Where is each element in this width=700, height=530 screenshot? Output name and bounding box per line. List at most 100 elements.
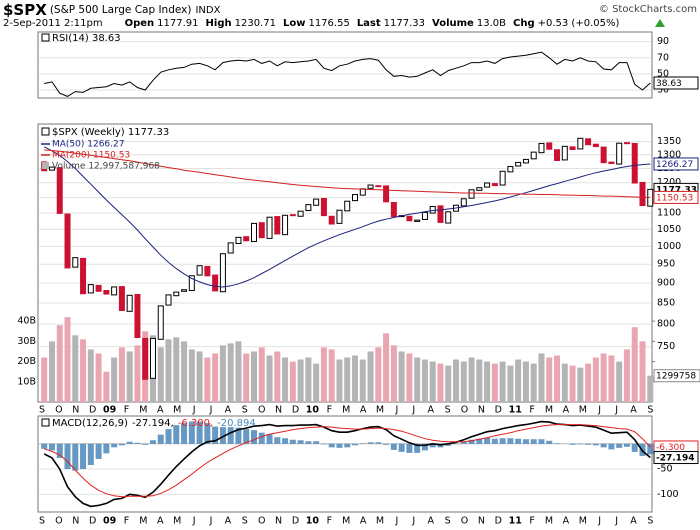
- x-tick-label: N: [478, 516, 485, 527]
- x-tick-label: J: [192, 405, 196, 416]
- candle: [336, 209, 343, 224]
- candle: [546, 142, 553, 150]
- histogram-bar: [274, 437, 281, 444]
- candle: [367, 184, 374, 189]
- x-tick-label: J: [597, 516, 601, 527]
- y-tick-label: 50: [657, 68, 669, 79]
- candle: [103, 290, 110, 295]
- y-tick-label: 850: [657, 298, 675, 309]
- macd-legend: MACD(12,26,9) -27.194, -6.300, -20.894: [52, 418, 256, 429]
- value-tag-box: [653, 190, 699, 204]
- volume-bar: [266, 355, 273, 402]
- x-tick-label: A: [563, 516, 570, 527]
- x-tick-label: F: [529, 516, 534, 527]
- histogram-bar: [585, 443, 592, 445]
- quote-value: 1177.33: [384, 18, 425, 29]
- histogram-bar: [383, 443, 390, 445]
- x-tick-label: A: [630, 516, 637, 527]
- candle: [577, 137, 584, 150]
- quote-label: High: [206, 18, 232, 29]
- value-tag-box: [653, 451, 699, 465]
- histogram-bar: [546, 440, 553, 444]
- y-tick-label: 1050: [657, 224, 681, 235]
- x-tick-label: A: [630, 405, 637, 416]
- volume-bar: [647, 375, 654, 402]
- volume-bar: [235, 341, 242, 402]
- histogram-bar: [48, 443, 55, 451]
- y-tick-label: 1300: [657, 149, 681, 160]
- candle: [274, 216, 281, 235]
- quote-label: Volume: [432, 18, 474, 29]
- histogram-bar: [289, 439, 296, 444]
- candle: [305, 204, 312, 212]
- histogram-bar: [103, 443, 110, 454]
- candle: [623, 142, 630, 145]
- histogram-bar: [336, 443, 343, 448]
- histogram-bar: [266, 434, 273, 444]
- volume-bar: [577, 367, 584, 402]
- legend-icon: [41, 127, 50, 136]
- volume-bar: [499, 361, 506, 402]
- quote-value: 1230.71: [235, 18, 276, 29]
- candle: [282, 214, 289, 236]
- quote-line: 2-Sep-2011 2:11pm Open 1177.91 High 1230.71 L…: [3, 18, 619, 29]
- candle: [484, 182, 491, 188]
- x-tick-label: S: [445, 516, 451, 527]
- histogram-bar: [608, 443, 615, 450]
- histogram-bar: [445, 443, 452, 446]
- histogram-bar: [250, 430, 257, 444]
- histogram-bar: [142, 443, 149, 445]
- histogram-bar: [522, 439, 529, 444]
- candle: [118, 286, 125, 311]
- volume-bar: [95, 353, 102, 402]
- volume-bar: [344, 357, 351, 402]
- histogram-bar: [181, 423, 188, 444]
- histogram-bar: [476, 438, 483, 444]
- volume-bar: [561, 363, 568, 402]
- candle: [266, 216, 273, 239]
- histogram-bar: [235, 427, 242, 444]
- volume-bar: [421, 359, 428, 402]
- x-tick-label: A: [360, 516, 367, 527]
- histogram-bar: [499, 438, 506, 444]
- candle: [421, 211, 428, 220]
- y-tick-label: 30: [657, 84, 669, 95]
- value-tag: 1150.53: [656, 193, 693, 203]
- x-tick-label: 10: [306, 516, 320, 527]
- volume-bar: [359, 359, 366, 402]
- volume-bar: [608, 355, 615, 402]
- y-tick-label: -50: [657, 464, 673, 475]
- x-tick-label: O: [461, 405, 468, 416]
- volume-bar: [87, 349, 94, 402]
- volume-bar: [631, 327, 638, 402]
- value-tag: 1299758: [656, 372, 696, 382]
- macd-line: [44, 424, 651, 498]
- x-tick-label: D: [292, 516, 299, 527]
- y-tick-label: 1100: [657, 208, 681, 219]
- candle: [437, 205, 444, 223]
- legend-icon: [41, 33, 50, 42]
- candle: [585, 138, 592, 146]
- histogram-bar: [647, 443, 654, 455]
- volume-bar: [165, 339, 172, 402]
- histogram-bar: [258, 432, 265, 444]
- volume-bar: [204, 357, 211, 402]
- candle: [196, 265, 203, 276]
- y-tick-label: -100: [657, 489, 679, 500]
- volume-bar: [507, 365, 514, 402]
- macd-title: MACD(12,26,9): [52, 418, 128, 429]
- volume-bar: [592, 357, 599, 402]
- histogram-bar: [515, 438, 522, 444]
- candle: [631, 142, 638, 184]
- volume-bar: [445, 365, 452, 402]
- volume-bar: [320, 347, 327, 402]
- volume-bar: [515, 359, 522, 402]
- candle: [445, 211, 452, 224]
- volume-bar: [468, 357, 475, 402]
- histogram-bar: [305, 441, 312, 444]
- volume-bar: [336, 359, 343, 402]
- x-tick-label: M: [139, 516, 147, 527]
- histogram-bar: [406, 443, 413, 453]
- x-tick-label: F: [529, 405, 534, 416]
- value-tag: 1266.27: [656, 160, 693, 170]
